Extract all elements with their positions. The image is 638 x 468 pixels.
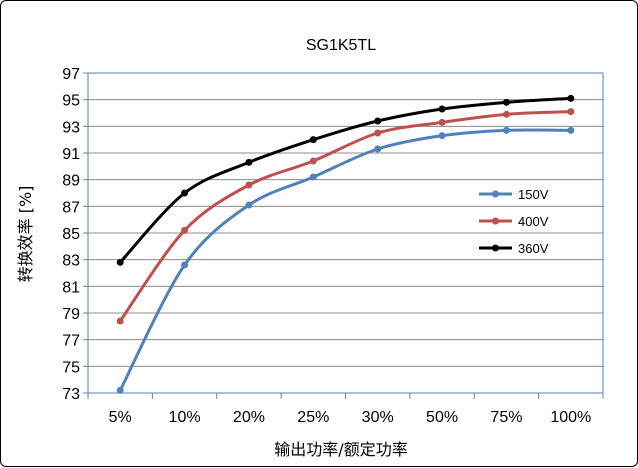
- legend-item-360V: 360V: [479, 241, 549, 256]
- y-axis-label: 转换效率 [%]: [16, 186, 35, 283]
- y-tick-label: 95: [62, 93, 80, 110]
- y-tick-label: 85: [62, 226, 80, 243]
- data-point: [245, 201, 253, 209]
- data-point: [374, 145, 382, 153]
- y-tick-label: 89: [62, 173, 80, 190]
- data-point: [438, 105, 446, 113]
- data-point: [116, 258, 124, 266]
- legend-label: 400V: [518, 214, 549, 229]
- gridlines: [88, 72, 603, 394]
- data-point: [438, 118, 446, 126]
- y-tick-label: 93: [62, 119, 80, 136]
- x-tick-label: 75%: [490, 409, 522, 426]
- data-point: [309, 173, 317, 181]
- x-tick-labels: 5% 10% 20% 25% 30% 50% 75% 100%: [109, 409, 592, 426]
- x-tick-label: 5%: [109, 409, 132, 426]
- series-400V: [116, 108, 575, 325]
- y-tick-label: 91: [62, 146, 80, 163]
- series-360V: [116, 94, 575, 266]
- data-point: [567, 94, 575, 102]
- y-tick-label: 75: [62, 359, 80, 376]
- x-tick-label: 50%: [426, 409, 458, 426]
- legend-marker: [492, 217, 499, 225]
- series-group: [116, 94, 575, 394]
- y-tick-label: 81: [62, 279, 80, 296]
- x-axis-label: 输出功率/额定功率: [274, 440, 407, 459]
- data-point: [567, 126, 575, 134]
- legend-label: 150V: [518, 187, 549, 202]
- x-tick-label: 30%: [362, 409, 394, 426]
- data-point: [438, 132, 446, 140]
- series-150V: [116, 126, 575, 394]
- data-point: [374, 117, 382, 125]
- legend-item-400V: 400V: [479, 214, 549, 229]
- chart-title: SG1K5TL: [306, 37, 376, 54]
- data-point: [181, 189, 189, 197]
- x-tick-label: 100%: [550, 409, 591, 426]
- x-tick-label: 10%: [169, 409, 201, 426]
- axes: [83, 72, 604, 399]
- legend-marker: [492, 244, 499, 252]
- data-point: [374, 129, 382, 137]
- y-tick-labels: 73 75 77 79 81 83 85 87 89 91 93 95 97: [62, 66, 80, 403]
- data-point: [116, 386, 124, 394]
- y-tick-label: 79: [62, 306, 80, 323]
- legend-label: 360V: [518, 241, 549, 256]
- y-tick-label: 73: [62, 386, 80, 403]
- y-tick-label: 77: [62, 333, 80, 350]
- legend-marker: [492, 190, 499, 198]
- x-tick-label: 20%: [233, 409, 265, 426]
- legend: 150V 400V 360V: [479, 187, 549, 256]
- data-point: [116, 317, 124, 325]
- data-point: [502, 126, 510, 134]
- data-point: [309, 157, 317, 165]
- data-point: [245, 181, 253, 189]
- data-point: [245, 158, 253, 166]
- data-point: [181, 261, 189, 269]
- x-tick-label: 25%: [297, 409, 329, 426]
- legend-item-150V: 150V: [479, 187, 549, 202]
- data-point: [567, 108, 575, 116]
- data-point: [309, 136, 317, 144]
- y-tick-label: 87: [62, 199, 80, 216]
- data-point: [502, 98, 510, 106]
- y-tick-label: 97: [62, 66, 80, 83]
- data-point: [181, 226, 189, 234]
- y-tick-label: 83: [62, 253, 80, 270]
- data-point: [502, 110, 510, 118]
